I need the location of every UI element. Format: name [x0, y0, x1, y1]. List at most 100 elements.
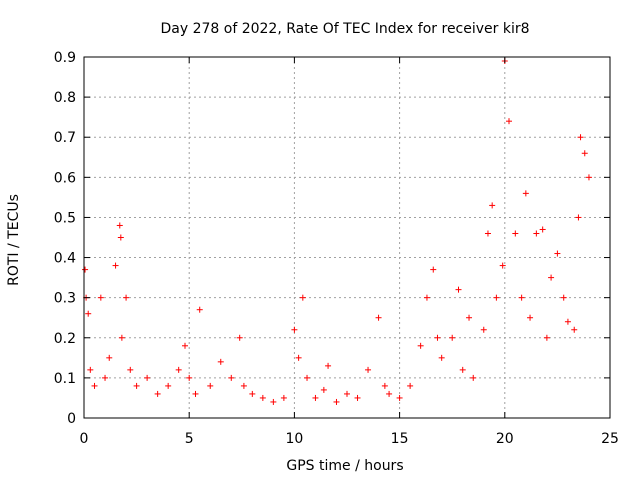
- data-point: [438, 354, 445, 361]
- data-point: [91, 382, 98, 389]
- data-point: [499, 262, 506, 269]
- data-point: [539, 226, 546, 233]
- x-tick-label: 15: [391, 431, 409, 447]
- data-point: [192, 390, 199, 397]
- y-tick-label: 0.2: [54, 331, 76, 347]
- y-tick-label: 0.5: [54, 210, 76, 226]
- data-point: [228, 374, 235, 381]
- data-point: [455, 286, 462, 293]
- data-point: [102, 374, 109, 381]
- data-point: [144, 374, 151, 381]
- plot-frame: [83, 56, 611, 419]
- y-tick-label: 0.3: [54, 291, 76, 307]
- data-point: [417, 342, 424, 349]
- data-point: [259, 394, 266, 401]
- data-point: [571, 326, 578, 333]
- data-point: [430, 266, 437, 273]
- data-point: [480, 326, 487, 333]
- data-point: [117, 234, 124, 241]
- data-point: [249, 390, 256, 397]
- data-point: [236, 334, 243, 341]
- data-point: [522, 190, 529, 197]
- data-point: [291, 326, 298, 333]
- data-point: [133, 382, 140, 389]
- data-point: [154, 390, 161, 397]
- data-point: [118, 334, 125, 341]
- data-point: [548, 274, 555, 281]
- x-tick-label: 20: [496, 431, 514, 447]
- data-point: [434, 334, 441, 341]
- data-point: [575, 214, 582, 221]
- data-point: [354, 394, 361, 401]
- data-point: [299, 294, 306, 301]
- data-point: [240, 382, 247, 389]
- data-point: [577, 134, 584, 141]
- data-point: [543, 334, 550, 341]
- data-point: [484, 230, 491, 237]
- data-point: [518, 294, 525, 301]
- data-point: [165, 382, 172, 389]
- data-point: [112, 262, 119, 269]
- y-axis-label: ROTI / TECUs: [6, 194, 22, 286]
- data-point: [82, 266, 89, 273]
- data-point: [175, 366, 182, 373]
- data-point: [186, 374, 193, 381]
- data-point: [386, 390, 393, 397]
- data-point: [381, 382, 388, 389]
- data-point: [344, 390, 350, 397]
- data-point: [554, 250, 561, 257]
- x-tick-label: 0: [80, 431, 89, 447]
- data-point: [375, 314, 382, 321]
- data-point: [304, 374, 311, 381]
- data-point: [97, 294, 104, 301]
- y-tick-label: 0.4: [54, 251, 76, 267]
- x-tick-label: 10: [285, 431, 303, 447]
- data-point: [312, 394, 319, 401]
- y-tick-label: 0.6: [54, 170, 76, 186]
- data-point: [116, 222, 123, 229]
- data-point: [489, 202, 496, 209]
- data-point: [459, 366, 466, 373]
- data-point: [106, 354, 113, 361]
- grid-lines: [84, 57, 610, 418]
- y-tick-label: 0: [67, 411, 76, 427]
- x-tick-label: 5: [185, 431, 194, 447]
- x-tick-label: 25: [601, 431, 619, 447]
- data-point: [527, 314, 534, 321]
- data-point: [123, 294, 130, 301]
- data-point: [560, 294, 567, 301]
- data-point: [333, 398, 340, 405]
- data-point: [365, 366, 372, 373]
- data-point: [470, 374, 477, 381]
- x-axis-label: GPS time / hours: [286, 458, 403, 474]
- data-point: [533, 230, 540, 237]
- data-point: [493, 294, 500, 301]
- data-point: [396, 394, 403, 401]
- data-point: [512, 230, 519, 237]
- data-points: [82, 58, 592, 405]
- data-point: [181, 342, 188, 349]
- data-point: [217, 358, 224, 365]
- chart-title: Day 278 of 2022, Rate Of TEC Index for r…: [160, 21, 529, 37]
- data-point: [581, 150, 588, 157]
- data-point: [295, 354, 302, 361]
- data-point: [320, 386, 327, 393]
- data-point: [506, 118, 513, 125]
- data-point: [449, 334, 456, 341]
- data-point: [127, 366, 134, 373]
- data-point: [423, 294, 430, 301]
- y-tick-label: 0.8: [54, 90, 76, 106]
- data-point: [196, 306, 203, 313]
- data-point: [585, 174, 592, 181]
- y-tick-label: 0.7: [54, 130, 76, 146]
- data-point: [466, 314, 473, 321]
- data-point: [270, 398, 277, 405]
- data-point: [325, 362, 332, 369]
- y-tick-label: 0.1: [54, 371, 76, 387]
- axis-ticks: 0 0.1 0.2 0.3 0.4 0.5 0.6 0.7 0.8 0.9 0 5 10 15 20 25: [54, 50, 619, 447]
- data-point: [407, 382, 414, 389]
- data-point: [207, 382, 214, 389]
- y-tick-label: 0.9: [54, 50, 76, 66]
- data-point: [87, 366, 94, 373]
